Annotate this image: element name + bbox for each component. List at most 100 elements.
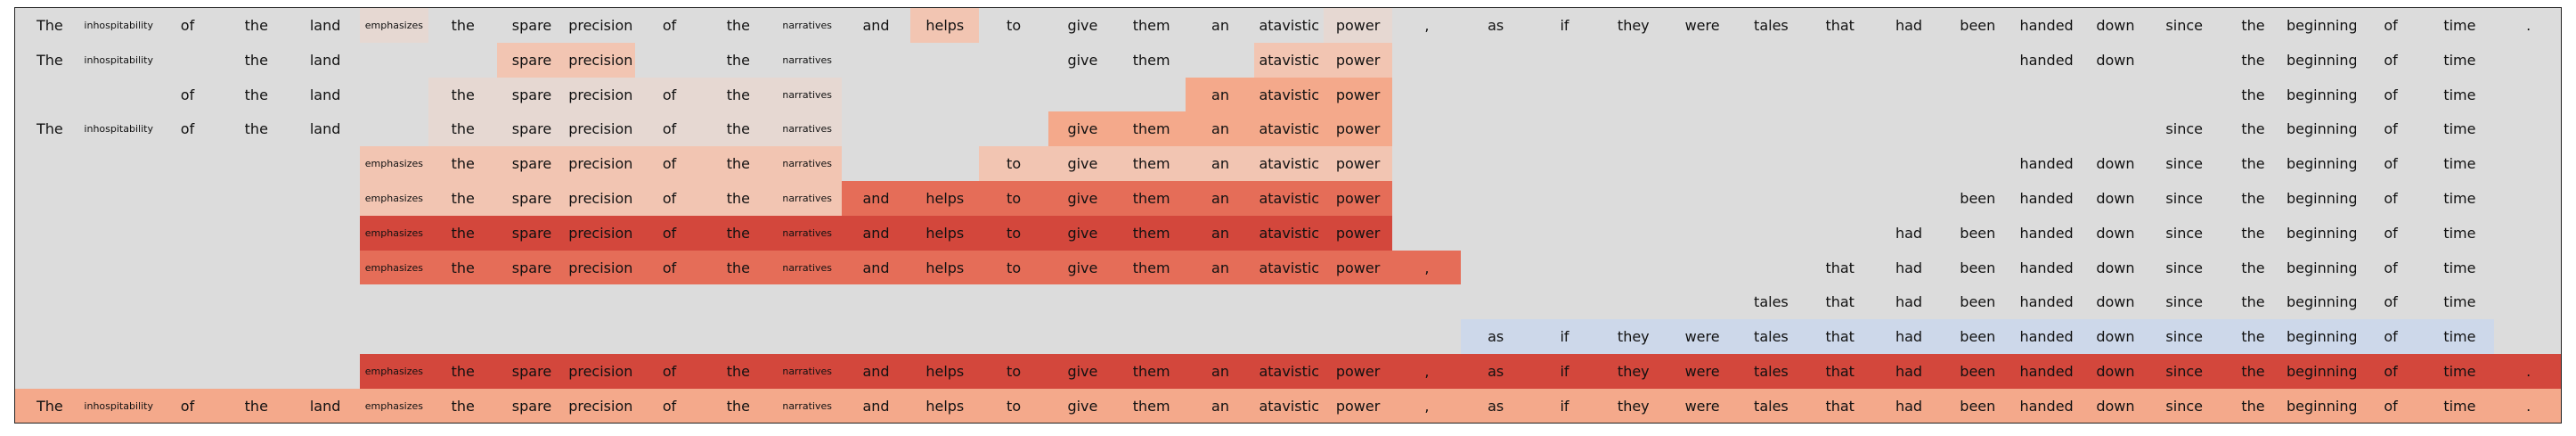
token-row: The inhospitability the land spare precision t… [15,42,2561,78]
token-cell: handed [2011,354,2082,389]
token-cell: the [2218,111,2288,147]
token-cell: the [221,388,291,423]
token-cell: of [2356,77,2425,112]
token-cell: the [428,354,498,389]
token-cell: precision [566,8,636,43]
token-cell [290,319,360,355]
token-cell: the [704,354,773,389]
token-cell: power [1323,181,1393,216]
token-cell: of [2356,215,2425,251]
token-cell [1529,250,1600,285]
token-cell: the [428,77,498,112]
token-cell [909,146,980,182]
token-cell: of [2356,250,2425,285]
token-cell: an [1186,388,1255,423]
token-cell: if [1529,319,1600,355]
token-cell: emphasizes [359,215,429,251]
token-cell [1116,319,1186,355]
token-cell: the [428,181,498,216]
token-cell: precision [566,42,636,78]
token-cell: of [2356,111,2425,147]
token-cell: they [1598,388,1668,423]
token-cell [1392,77,1462,112]
token-cell: them [1116,146,1186,182]
token-cell: helps [909,181,980,216]
token-cell: an [1186,111,1255,147]
token-cell: an [1186,146,1255,182]
token-cell [1874,111,1944,147]
token-cell: since [2149,388,2220,423]
token-cell: and [841,388,911,423]
token-cell: beginning [2287,319,2358,355]
token-cell: inhospitability [84,388,154,423]
token-cell [1392,111,1462,147]
token-row: tales that had been handed down since the beginn… [15,284,2561,320]
token-cell [1461,250,1531,285]
token-cell: helps [909,388,980,423]
token-cell: atavistic [1254,146,1325,182]
token-cell: and [841,8,911,43]
token-cell: them [1116,354,1186,389]
token-cell: to [979,146,1048,182]
token-cell: narratives [772,250,843,285]
token-cell: were [1667,319,1737,355]
token-cell [1529,42,1600,78]
token-cell: of [2356,8,2425,43]
token-cell [221,354,291,389]
token-cell [2493,111,2561,147]
token-cell: handed [2011,250,2082,285]
token-cell: were [1667,388,1737,423]
token-cell: precision [566,146,636,182]
token-cell: emphasizes [359,388,429,423]
token-cell: precision [566,215,636,251]
token-cell [1874,146,1944,182]
token-cell [2493,146,2561,182]
token-cell [152,284,223,320]
token-cell: handed [2011,388,2082,423]
token-cell: narratives [772,146,843,182]
token-cell: as [1461,8,1531,43]
token-cell: of [634,250,705,285]
token-cell: emphasizes [359,181,429,216]
token-cell [2149,77,2220,112]
token-cell [1667,250,1737,285]
token-cell: , [1392,8,1462,43]
token-cell [152,250,223,285]
token-cell: atavistic [1254,8,1325,43]
token-row: as if they were tales that had been handed down si… [15,319,2561,355]
token-cell [1598,181,1668,216]
token-cell: had [1874,215,1944,251]
token-cell [290,215,360,251]
token-cell: the [2218,284,2288,320]
token-cell: the [2218,354,2288,389]
token-cell: them [1116,250,1186,285]
token-cell [1874,42,1944,78]
token-cell: power [1323,77,1393,112]
token-cell [2081,77,2150,112]
token-cell: them [1116,111,1186,147]
token-cell: to [979,250,1048,285]
token-cell [84,319,154,355]
token-cell [979,319,1048,355]
token-cell: of [634,354,705,389]
token-cell: , [1392,354,1462,389]
token-cell: to [979,388,1048,423]
token-cell [15,354,85,389]
token-cell: time [2425,77,2495,112]
token-cell: the [704,388,773,423]
token-cell [290,250,360,285]
token-cell [1186,284,1255,320]
token-cell: time [2425,319,2495,355]
token-cell: the [428,146,498,182]
token-cell: of [634,77,705,112]
token-cell [909,319,980,355]
token-row: The inhospitability of the land the spare preci… [15,111,2561,147]
token-cell [1529,284,1600,320]
token-cell: emphasizes [359,354,429,389]
token-cell: give [1048,111,1118,147]
token-cell: narratives [772,8,843,43]
token-cell [634,42,705,78]
token-cell: atavistic [1254,42,1325,78]
token-cell: of [634,181,705,216]
token-cell: to [979,8,1048,43]
